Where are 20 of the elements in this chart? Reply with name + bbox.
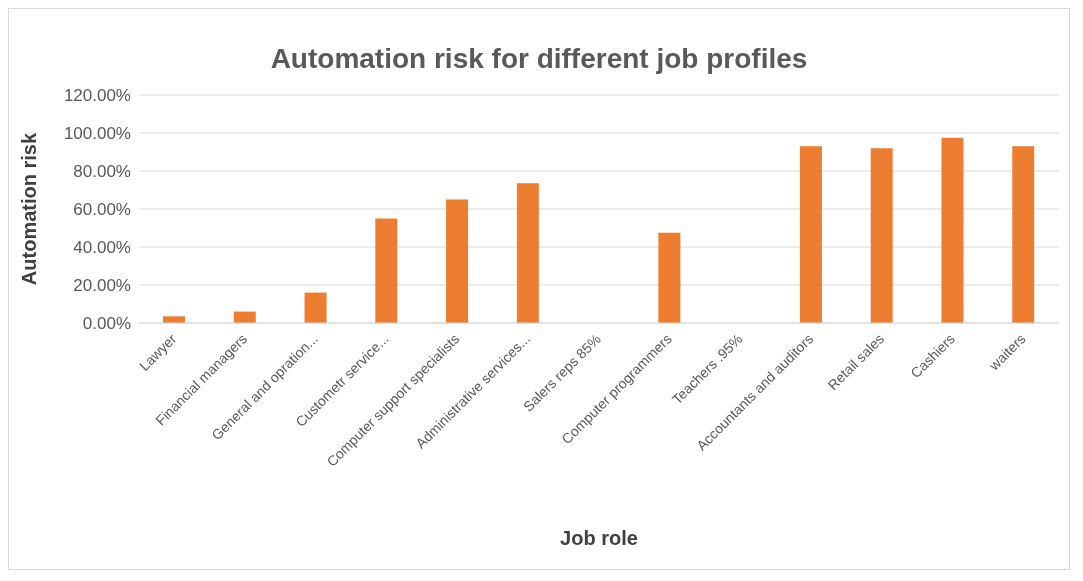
bar [516,183,539,323]
bar [375,218,398,323]
bar [870,148,893,323]
chart-title: Automation risk for different job profiles [269,43,809,76]
y-tick-label: 120.00% [63,86,131,106]
bar [1012,146,1035,323]
bar [304,292,327,323]
y-tick-label: 80.00% [73,162,131,182]
bar [446,199,469,323]
y-tick-label: 60.00% [73,200,131,220]
bar [941,137,964,323]
y-tick-label: 0.00% [82,314,131,334]
bar [658,232,681,323]
bar [163,316,185,323]
y-tick-label: 20.00% [73,276,131,296]
bar [799,146,822,323]
x-axis-title: Job role [560,527,638,549]
y-axis-title: Automation risk [18,132,41,286]
y-tick-label: 40.00% [73,238,131,258]
y-tick-label: 100.00% [63,124,131,144]
